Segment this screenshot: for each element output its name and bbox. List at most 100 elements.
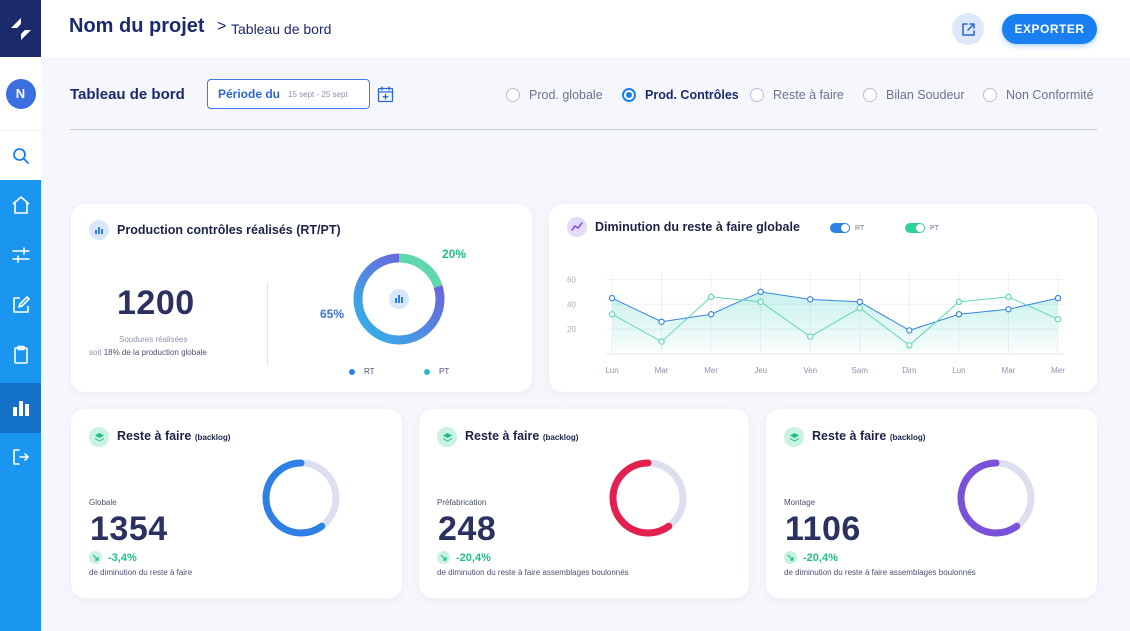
vertical-divider [267, 282, 268, 366]
radio-label: Bilan Soudeur [886, 88, 965, 102]
sidebar: N [0, 0, 41, 631]
clipboard-icon [13, 345, 28, 364]
x-tick-label: Mar [655, 366, 669, 375]
sidebar-search[interactable] [0, 130, 41, 180]
divider [70, 129, 1097, 130]
toggle-rt[interactable]: RT [830, 223, 864, 233]
radio-circle [863, 88, 877, 102]
reste-global-title: Diminution du reste à faire globale [595, 220, 800, 234]
area-rt [612, 291, 1058, 354]
radio-circle [506, 88, 520, 102]
trend-value: -20,4% [803, 551, 838, 564]
trend-down-icon [89, 551, 102, 564]
point-rt [955, 311, 963, 318]
edit-icon [12, 296, 30, 313]
backlog-trend: -20,4% [784, 551, 838, 564]
radio-non-conformite[interactable]: Non Conformité [983, 88, 1094, 102]
x-tick-label: Mar [1002, 366, 1016, 375]
production-share: soit 18% de la production globale [89, 348, 207, 357]
point-rt [757, 288, 764, 296]
legend-dot [424, 368, 430, 375]
point-pt [955, 298, 963, 306]
line-chart: 20 40 60 Lun Mar Mer Jeu Ven Sam Dim Lun Mar Mer [567, 272, 1065, 375]
toggle-label: RT [855, 224, 865, 232]
share-prefix: soit [89, 348, 102, 357]
radio-prod-globale[interactable]: Prod. globale [506, 88, 603, 102]
backlog-category: Globale [89, 498, 117, 507]
sidebar-item-dashboard[interactable] [0, 383, 41, 433]
backlog-value: 1106 [785, 510, 861, 548]
bar-chart-icon [12, 401, 29, 416]
point-rt [1054, 294, 1062, 302]
legend-pt: PT [424, 367, 449, 376]
period-selector[interactable]: Période du 15 sept - 25 sept [207, 79, 370, 109]
reste-global-card: Diminution du reste à faire globale RT P… [549, 204, 1097, 392]
sidebar-item-settings[interactable] [0, 230, 41, 280]
sidebar-item-home[interactable] [0, 180, 41, 230]
backlog-title: Reste à faire (backlog) [812, 429, 926, 443]
point-rt [658, 318, 665, 325]
radio-label: Non Conformité [1006, 88, 1094, 102]
project-title: Nom du projet [69, 15, 205, 37]
series-line-rt [611, 291, 1059, 331]
backlog-ring [609, 459, 687, 537]
sidebar-item-logout[interactable] [0, 432, 41, 482]
toggle-pt[interactable]: PT [905, 223, 939, 233]
x-tick-label: Lun [605, 366, 618, 375]
sliders-icon [11, 247, 30, 263]
point-rt [1005, 306, 1012, 313]
point-rt [807, 296, 814, 303]
backlog-title: Reste à faire (backlog) [465, 429, 579, 443]
trend-badge-icon [567, 217, 587, 237]
radio-label: Prod. globale [529, 88, 603, 102]
external-link-button[interactable] [952, 13, 984, 45]
point-pt [707, 293, 715, 301]
radio-prod-controles[interactable]: Prod. Contrôles [622, 88, 739, 102]
app-logo[interactable] [0, 0, 41, 57]
legend-label: PT [439, 367, 450, 376]
trend-down-icon [784, 551, 797, 564]
production-donut [353, 253, 445, 345]
donut-arc-pt [353, 253, 445, 345]
ring-arc [957, 459, 1035, 537]
backlog-ring [262, 459, 340, 537]
calendar-add-icon[interactable] [377, 86, 394, 103]
point-rt [856, 298, 863, 306]
point-pt [757, 298, 764, 306]
avatar[interactable]: N [5, 78, 36, 109]
x-tick-label: Sam [852, 366, 869, 375]
search-icon [12, 147, 29, 164]
x-tick-label: Dim [902, 366, 917, 375]
point-pt [1054, 316, 1062, 323]
donut-rt-pct: 65% [320, 307, 345, 321]
y-tick-label: 40 [567, 300, 576, 309]
backlog-card-prefabrication: Reste à faire (backlog) Préfabrication 2… [419, 409, 749, 598]
y-tick-label: 60 [567, 275, 576, 284]
backlog-trend: -20,4% [437, 551, 491, 564]
period-value: 15 sept - 25 sept [288, 89, 348, 99]
series-line-pt [611, 296, 1059, 346]
trend-value: -3,4% [108, 551, 137, 564]
trend-value: -20,4% [456, 551, 491, 564]
ring-arc [609, 459, 687, 537]
x-tick-label: Mer [1051, 366, 1065, 375]
legend-rt: RT [349, 367, 375, 376]
radio-circle [622, 88, 636, 102]
x-tick-label: Mer [704, 366, 718, 375]
breadcrumb[interactable]: Tableau de bord [231, 21, 332, 37]
radio-reste-a-faire[interactable]: Reste à faire [750, 88, 844, 102]
section-title: Tableau de bord [70, 86, 185, 103]
x-tick-label: Jeu [754, 366, 767, 375]
production-card: Production contrôles réalisés (RT/PT) 12… [71, 204, 532, 392]
backlog-card-montage: Reste à faire (backlog) Montage 1106 -20… [766, 409, 1097, 598]
external-link-icon [961, 22, 975, 36]
sidebar-item-edit[interactable] [0, 280, 41, 330]
export-button[interactable]: EXPORTER [1002, 14, 1097, 44]
production-title: Production contrôles réalisés (RT/PT) [117, 223, 341, 237]
donut-center-icon [395, 295, 403, 303]
radio-label: Prod. Contrôles [645, 88, 739, 102]
radio-bilan-soudeur[interactable]: Bilan Soudeur [863, 88, 965, 102]
point-rt [707, 311, 715, 318]
point-rt [608, 294, 616, 302]
sidebar-item-clipboard[interactable] [0, 330, 41, 380]
